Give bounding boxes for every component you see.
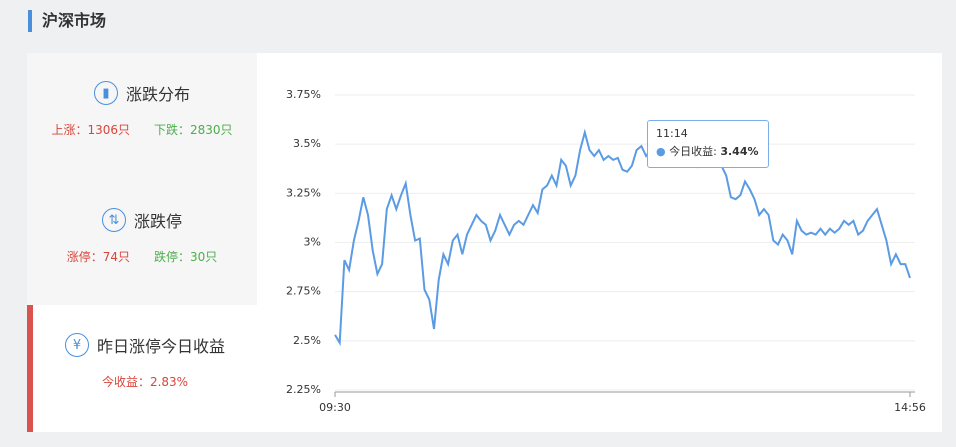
tooltip-value: 3.44% xyxy=(720,145,759,158)
y-tick-label: 3.25% xyxy=(286,186,321,199)
x-tick-label: 09:30 xyxy=(319,401,351,414)
tab-title: 昨日涨停今日收益 xyxy=(96,337,225,356)
tooltip-label: 今日收益: xyxy=(669,145,717,158)
y-tick-label: 2.75% xyxy=(286,285,321,298)
icon: ⇅ xyxy=(101,208,126,232)
tooltip-time: 11:14 xyxy=(656,127,688,140)
stat: 今收益：2.83% xyxy=(101,375,189,389)
stat: 跌停：30只 xyxy=(154,250,218,264)
stat: 上涨：1306只 xyxy=(51,123,130,137)
tab[interactable]: ⇅ 涨跌停 涨停：74只 跌停：30只 xyxy=(27,180,257,305)
stat: 下跌：2830只 xyxy=(154,123,233,137)
stat: 涨停：74只 xyxy=(66,250,130,264)
tooltip: 11:14 ● 今日收益: 3.44% xyxy=(647,120,769,168)
y-tick-label: 3.75% xyxy=(286,88,321,101)
tab[interactable]: ▮ 涨跌分布 上涨：1306只 下跌：2830只 xyxy=(27,53,257,180)
tab[interactable]: ¥ 昨日涨停今日收益 今收益：2.83% xyxy=(27,305,257,432)
y-tick-label: 2.25% xyxy=(286,383,321,396)
y-tick-label: 2.5% xyxy=(293,334,321,347)
icon: ▮ xyxy=(93,81,118,105)
icon: ¥ xyxy=(64,333,89,357)
section-title: 沪深市场 xyxy=(28,10,106,32)
tab-title: 涨跌分布 xyxy=(125,85,190,104)
y-tick-label: 3.5% xyxy=(293,137,321,150)
line xyxy=(334,128,911,347)
y-tick-label: 3% xyxy=(304,236,321,249)
tab-title: 涨跌停 xyxy=(133,212,182,231)
x-tick-label: 14:56 xyxy=(894,401,926,414)
